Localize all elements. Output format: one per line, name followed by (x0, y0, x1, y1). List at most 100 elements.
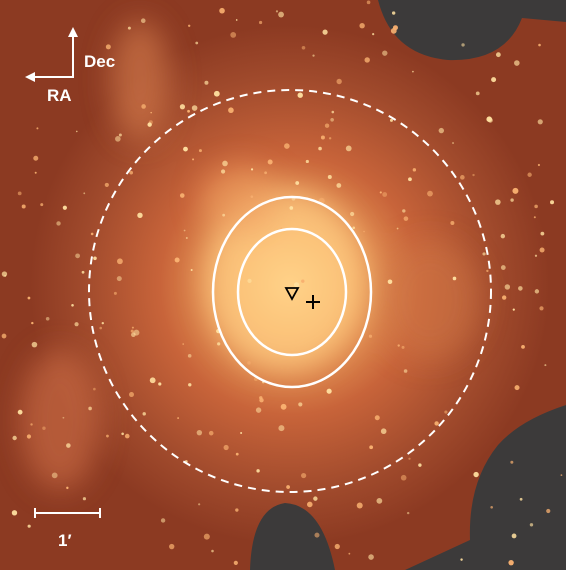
point-source (1, 271, 8, 277)
point-source (223, 444, 229, 451)
triangle-marker (284, 287, 300, 301)
point-source (105, 44, 111, 50)
point-source (334, 543, 340, 550)
point-source (117, 258, 123, 265)
point-source (240, 432, 243, 435)
point-source (31, 321, 34, 325)
point-source (427, 190, 433, 197)
point-source (400, 474, 407, 481)
point-source (169, 543, 175, 550)
point-source (66, 443, 71, 448)
point-source (247, 361, 251, 365)
point-source (203, 533, 210, 540)
point-source (560, 474, 563, 477)
point-source (438, 127, 445, 134)
point-source (314, 532, 320, 538)
point-source (235, 452, 239, 456)
point-source (369, 445, 374, 450)
point-source (26, 434, 32, 439)
point-source (301, 279, 305, 283)
point-source (512, 187, 519, 194)
point-source (444, 410, 448, 414)
point-source (538, 43, 541, 47)
point-source (368, 554, 374, 560)
point-source (397, 344, 400, 347)
point-source (501, 295, 507, 300)
dashed-circle (88, 89, 492, 493)
point-source (510, 198, 514, 202)
point-source (247, 278, 252, 283)
point-source (101, 321, 104, 325)
point-source (350, 211, 355, 217)
point-source (322, 29, 328, 35)
point-source (406, 511, 410, 515)
point-source (534, 254, 538, 257)
point-source (301, 46, 306, 50)
point-source (495, 199, 501, 205)
point-source (293, 282, 300, 288)
point-source (298, 402, 303, 407)
point-source (490, 505, 493, 509)
point-source (418, 463, 422, 467)
inner-ellipse (236, 227, 348, 357)
point-source (183, 146, 188, 152)
point-source (233, 560, 238, 565)
point-source (21, 204, 26, 209)
point-source (312, 54, 315, 57)
point-source (326, 388, 332, 394)
point-source (491, 77, 497, 83)
point-source (280, 403, 287, 410)
point-source (286, 485, 290, 489)
glow (380, 240, 480, 360)
point-source (401, 345, 405, 349)
point-source (149, 377, 156, 384)
point-source (364, 57, 370, 63)
point-source (150, 111, 152, 114)
point-source (213, 90, 220, 97)
point-source (512, 308, 515, 311)
point-source (284, 143, 290, 149)
point-source (158, 382, 162, 386)
point-source (356, 502, 363, 509)
point-source (33, 155, 39, 161)
point-source (534, 289, 540, 294)
point-source (83, 192, 86, 195)
point-source (487, 117, 493, 123)
point-source (320, 135, 325, 140)
point-source (380, 428, 387, 435)
outer-ellipse (211, 195, 373, 389)
point-source (27, 296, 31, 300)
point-source (452, 276, 457, 281)
point-source (230, 31, 237, 38)
point-source (452, 142, 454, 144)
point-source (222, 160, 228, 167)
point-source (255, 407, 262, 413)
point-source (191, 105, 198, 111)
point-source (129, 170, 134, 175)
point-source (250, 195, 254, 198)
point-source (93, 256, 97, 261)
point-source (88, 406, 92, 411)
glow (20, 350, 100, 490)
point-source (460, 175, 465, 180)
point-source (12, 435, 17, 441)
point-source (185, 236, 188, 239)
point-source (363, 230, 365, 233)
point-source (124, 433, 130, 439)
point-source (519, 497, 523, 501)
point-source (11, 510, 18, 516)
point-source (306, 501, 313, 508)
point-source (36, 127, 39, 130)
point-source (56, 221, 61, 226)
north-label: Dec (84, 52, 115, 71)
point-source (390, 27, 397, 34)
point-source (372, 33, 375, 36)
point-source (374, 415, 380, 421)
point-source (34, 171, 37, 174)
point-source (93, 387, 96, 391)
point-source (396, 227, 399, 230)
point-source (533, 216, 536, 219)
point-source (382, 192, 388, 197)
point-source (75, 130, 78, 133)
